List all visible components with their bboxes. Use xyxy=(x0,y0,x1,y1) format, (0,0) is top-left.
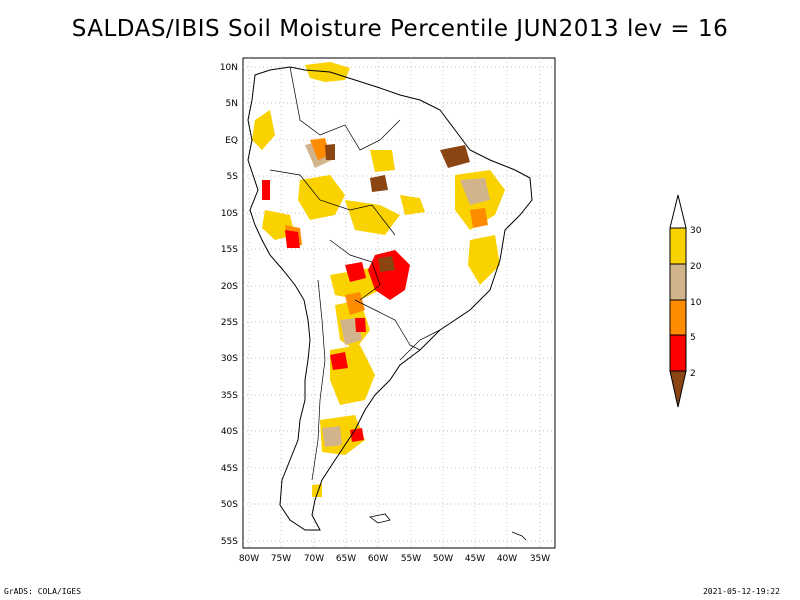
shading-below-2 xyxy=(325,144,470,272)
lat-tick-10s: 10S xyxy=(221,209,238,219)
patch-red-7 xyxy=(355,318,366,332)
lon-tick-45w: 45W xyxy=(465,554,485,564)
lat-tick-20s: 20S xyxy=(221,282,238,292)
lat-tick-50s: 50S xyxy=(221,500,238,510)
patch-yellow-3 xyxy=(298,175,345,220)
patch-brown-2 xyxy=(378,256,395,272)
lon-tick-40w: 40W xyxy=(497,554,517,564)
footer-timestamp: 2021-05-12-19:22 xyxy=(702,587,780,596)
lon-tick-55w: 55W xyxy=(401,554,421,564)
border-5 xyxy=(311,279,326,481)
patch-brown-1 xyxy=(440,145,470,168)
patch-red-1 xyxy=(368,250,410,300)
patch-yellow-6 xyxy=(400,195,425,215)
lon-tick-65w: 65W xyxy=(336,554,356,564)
country-borders xyxy=(269,66,441,481)
color-legend xyxy=(669,194,687,408)
lat-tick-10n: 10N xyxy=(220,63,238,73)
lat-tick-5n: 5N xyxy=(226,99,238,109)
lon-tick-35w: 35W xyxy=(530,554,550,564)
patch-brown-4 xyxy=(325,144,335,160)
island-falklands xyxy=(369,513,391,524)
legend-swatch-above-30 xyxy=(669,194,687,229)
patch-tan-2 xyxy=(460,178,490,205)
lat-axis: 10N 5N EQ 5S 10S 15S 20S 25S 30S 35S 40S… xyxy=(220,63,238,547)
lat-tick-5s: 5S xyxy=(227,172,239,182)
border-6 xyxy=(399,329,441,361)
soil-moisture-shading xyxy=(252,62,505,497)
legend-label-10: 10 xyxy=(690,298,702,308)
plot-frame xyxy=(242,57,556,549)
patch-orange-4 xyxy=(470,208,488,228)
lon-tick-80w: 80W xyxy=(239,554,259,564)
coastline xyxy=(247,66,533,531)
patch-brown-3 xyxy=(370,175,388,192)
map-grid xyxy=(243,58,555,548)
lat-tick-eq: EQ xyxy=(225,136,238,146)
border-3 xyxy=(329,239,381,301)
patch-yellow-12 xyxy=(370,150,395,172)
legend-swatch-2-5 xyxy=(669,334,687,372)
lat-tick-15s: 15S xyxy=(221,245,238,255)
lon-tick-60w: 60W xyxy=(368,554,388,564)
legend-labels: 30 20 10 5 2 xyxy=(690,226,702,379)
patch-red-2 xyxy=(345,262,366,282)
lat-tick-55s: 55S xyxy=(221,537,238,547)
lat-tick-35s: 35S xyxy=(221,391,238,401)
patch-red-3 xyxy=(285,230,300,248)
legend-label-2: 2 xyxy=(690,369,696,379)
lat-tick-40s: 40S xyxy=(221,427,238,437)
map-title: SALDAS/IBIS Soil Moisture Percentile JUN… xyxy=(71,16,729,42)
border-1 xyxy=(289,66,401,151)
patch-yellow-2 xyxy=(252,110,275,150)
legend-swatch-10-20 xyxy=(669,263,687,301)
lat-tick-45s: 45S xyxy=(221,464,238,474)
lon-axis: 80W 75W 70W 65W 60W 55W 50W 45W 40W 35W xyxy=(239,554,550,564)
island-south xyxy=(511,531,527,541)
patch-yellow-7 xyxy=(330,268,380,300)
legend-label-20: 20 xyxy=(690,262,702,272)
patch-yellow-4 xyxy=(345,200,400,235)
patch-tan-4 xyxy=(322,426,342,447)
lon-tick-75w: 75W xyxy=(271,554,291,564)
patch-orange-1 xyxy=(310,138,330,160)
legend-label-5: 5 xyxy=(690,333,696,343)
lon-tick-70w: 70W xyxy=(304,554,324,564)
legend-swatch-5-10 xyxy=(669,299,687,336)
legend-swatch-20-30 xyxy=(669,227,687,265)
patch-red-6 xyxy=(262,180,270,200)
legend-label-30: 30 xyxy=(690,226,702,236)
patch-yellow-11 xyxy=(468,235,500,285)
legend-swatch-below-2 xyxy=(669,370,687,408)
patch-red-4 xyxy=(330,352,348,370)
footer-credit: GrADS: COLA/IGES xyxy=(4,587,82,596)
shading-2-5 xyxy=(262,180,410,442)
lat-tick-25s: 25S xyxy=(221,318,238,328)
patch-orange-2 xyxy=(345,292,365,315)
lat-tick-30s: 30S xyxy=(221,354,238,364)
lon-tick-50w: 50W xyxy=(433,554,453,564)
border-2 xyxy=(269,169,396,236)
